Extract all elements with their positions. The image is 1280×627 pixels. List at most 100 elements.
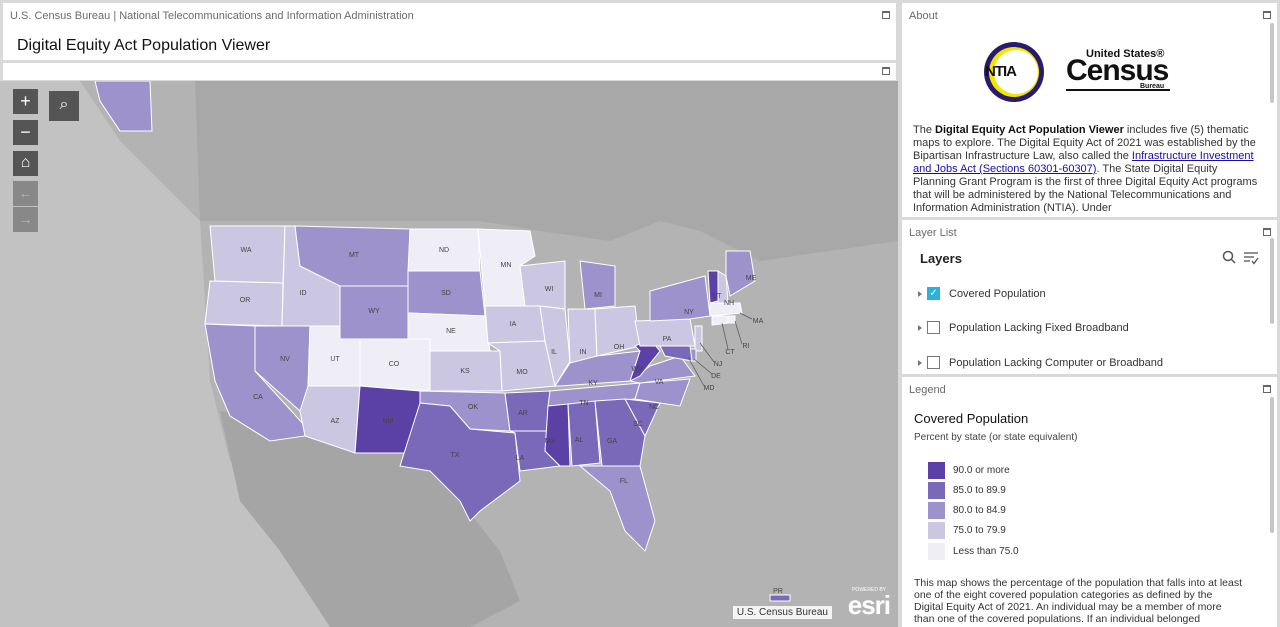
label-RI: RI	[743, 343, 750, 350]
state-ME[interactable]	[725, 250, 756, 297]
states-layer[interactable]	[204, 225, 791, 602]
label-KS: KS	[460, 368, 470, 375]
label-WI: WI	[545, 286, 554, 293]
zoom-out-button[interactable]: −	[13, 120, 38, 145]
label-MS: MS	[545, 438, 556, 445]
header-panel: U.S. Census Bureau | National Telecommun…	[3, 3, 896, 60]
label-ND: ND	[439, 247, 449, 254]
label-ME: ME	[746, 275, 757, 282]
sub-header-bar	[3, 63, 896, 80]
state-MO[interactable]	[486, 340, 556, 392]
map-view[interactable]: WA OR CA NV ID MT WY UT AZ CO NM ND SD N…	[0, 81, 898, 627]
label-OH: OH	[614, 344, 625, 351]
legend-scrollbar[interactable]	[1270, 397, 1274, 533]
state-NJ[interactable]	[694, 325, 703, 352]
layer-item-lacking-fixed-broadband[interactable]: Population Lacking Fixed Broadband	[918, 321, 1129, 334]
maximize-icon[interactable]	[882, 67, 890, 75]
about-text-2: includes five (5) thematic maps to explo…	[913, 124, 1256, 162]
state-IL[interactable]	[539, 305, 571, 388]
layer-checkbox[interactable]	[927, 321, 940, 334]
state-VA[interactable]	[628, 355, 696, 384]
label-NJ: NJ	[714, 361, 723, 368]
legend-item-label: 85.0 to 89.9	[953, 485, 1006, 496]
label-TN: TN	[579, 400, 588, 407]
layer-list-scrollbar[interactable]	[1270, 238, 1274, 324]
map-canvas[interactable]: WA OR CA NV ID MT WY UT AZ CO NM ND SD N…	[0, 81, 898, 627]
expand-caret-icon[interactable]	[918, 290, 922, 297]
ntia-logo: NTIA	[982, 40, 1046, 104]
state-WA[interactable]	[209, 225, 286, 284]
search-icon: ⌕	[59, 96, 69, 113]
ocean-west	[0, 81, 456, 627]
legend-item-label: 80.0 to 84.9	[953, 505, 1006, 516]
label-MO: MO	[516, 369, 528, 376]
layer-checkbox[interactable]: ✓	[927, 287, 940, 300]
state-MS[interactable]	[544, 403, 571, 467]
state-MD[interactable]	[659, 345, 693, 362]
legend-description: This map shows the percentage of the pop…	[914, 577, 1243, 625]
search-button[interactable]: ⌕	[49, 91, 79, 121]
app-title: Digital Equity Act Population Viewer	[17, 37, 271, 54]
layer-item-covered-population[interactable]: ✓ Covered Population	[918, 287, 1046, 300]
legend-item: 75.0 to 79.9	[928, 522, 1006, 539]
legend-panel: Legend Covered Population Percent by sta…	[902, 377, 1277, 627]
state-MI[interactable]	[579, 260, 616, 310]
iija-link[interactable]: Infrastructure Investment and Jobs Act (…	[913, 150, 1254, 175]
maximize-icon[interactable]	[1263, 11, 1271, 19]
expand-caret-icon[interactable]	[918, 359, 922, 366]
layer-item-lacking-computer-broadband[interactable]: Population Lacking Computer or Broadband	[918, 356, 1163, 369]
legend-item: 80.0 to 84.9	[928, 502, 1006, 519]
search-icon[interactable]	[1222, 250, 1236, 264]
state-NY[interactable]	[649, 275, 711, 322]
state-WI[interactable]	[519, 260, 566, 310]
legend-item-label: 75.0 to 79.9	[953, 525, 1006, 536]
state-RI[interactable]	[727, 315, 736, 324]
state-GA[interactable]	[594, 398, 646, 467]
census-logo-rule	[1066, 89, 1170, 91]
maximize-icon[interactable]	[1263, 385, 1271, 393]
label-AZ: AZ	[331, 418, 341, 425]
label-KY: KY	[588, 380, 598, 387]
layer-checkbox[interactable]	[927, 356, 940, 369]
label-AL: AL	[575, 437, 584, 444]
state-CT[interactable]	[711, 315, 729, 326]
zoom-in-button[interactable]: +	[13, 89, 38, 114]
about-label: About	[909, 10, 938, 22]
label-LA: LA	[516, 455, 525, 462]
state-AZ[interactable]	[299, 385, 361, 454]
about-scrollbar[interactable]	[1270, 23, 1274, 103]
label-NV: NV	[280, 356, 290, 363]
home-button[interactable]: ⌂	[13, 151, 38, 176]
state-SC[interactable]	[624, 398, 661, 438]
label-AR: AR	[518, 410, 528, 417]
state-MA[interactable]	[709, 302, 743, 317]
label-SD: SD	[441, 290, 451, 297]
label-SC: SC	[633, 421, 643, 428]
state-AL[interactable]	[567, 400, 601, 467]
state-NC[interactable]	[634, 378, 691, 407]
maximize-icon[interactable]	[882, 11, 890, 19]
about-text-bold: Digital Equity Act Population Viewer	[935, 124, 1124, 136]
legend-title: Covered Population	[914, 411, 1029, 426]
previous-extent-button[interactable]: ←	[13, 181, 38, 206]
about-panel: About NTIA United States® Census Bureau …	[902, 3, 1277, 217]
state-FL[interactable]	[578, 465, 656, 552]
state-AK[interactable]	[94, 81, 153, 132]
state-TX[interactable]	[399, 402, 521, 522]
filter-list-icon[interactable]	[1243, 251, 1259, 265]
label-OR: OR	[240, 297, 251, 304]
state-PR[interactable]	[769, 594, 791, 602]
label-VA: VA	[655, 379, 664, 386]
label-NM: NM	[383, 418, 394, 425]
state-labels: WA OR CA NV ID MT WY UT AZ CO NM ND SD N…	[240, 247, 783, 595]
census-logo-bottom: Bureau	[1140, 83, 1165, 90]
next-extent-button[interactable]: →	[13, 207, 38, 232]
legend-item: 90.0 or more	[928, 462, 1010, 479]
maximize-icon[interactable]	[1263, 228, 1271, 236]
legend-swatch	[928, 522, 945, 539]
legend-swatch	[928, 482, 945, 499]
label-CT: CT	[725, 349, 735, 356]
layer-item-label: Covered Population	[949, 287, 1046, 300]
expand-caret-icon[interactable]	[918, 324, 922, 331]
legend-item-label: Less than 75.0	[953, 546, 1019, 557]
